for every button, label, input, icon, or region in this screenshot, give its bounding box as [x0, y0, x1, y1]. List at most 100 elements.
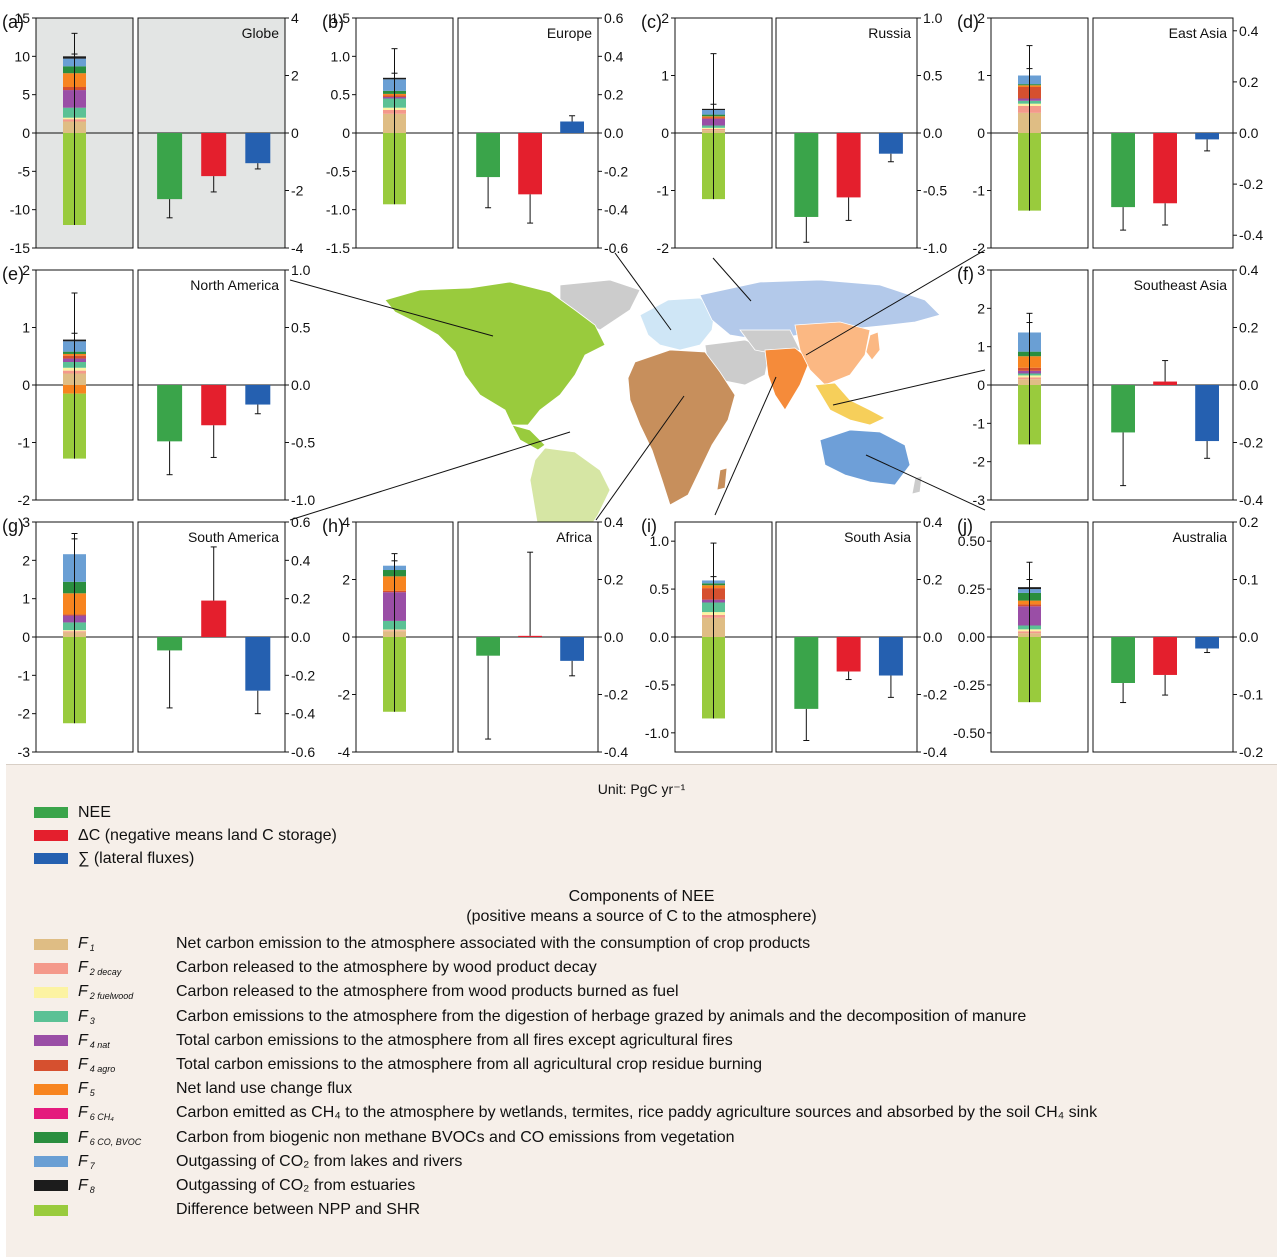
chart-panel: 2 1 0 -1 -2 0.4 0.2 0.0 -0.2 -0.4 East Asia (d) — [957, 10, 1263, 256]
right-tick-label: -0.4 — [291, 706, 315, 722]
left-tick-label: 2 — [977, 10, 985, 26]
left-tick-label: 1.5 — [331, 10, 351, 26]
right-tick-label: -0.5 — [291, 435, 315, 451]
component-symbol-letter: F — [78, 983, 88, 1001]
right-tick-label: 0.2 — [1239, 320, 1259, 336]
bar-NEE — [1111, 637, 1135, 683]
left-tick-label: 2 — [342, 572, 350, 588]
right-tick-label: -0.1 — [1239, 687, 1263, 703]
bar-dC — [1153, 637, 1177, 675]
right-tick-label: -0.4 — [604, 202, 628, 218]
component-symbol-letter: F — [78, 1007, 88, 1025]
right-tick-label: -0.2 — [604, 163, 628, 179]
panel-title: South America — [188, 529, 279, 545]
panel-label: (e) — [2, 264, 24, 284]
chart-panel: 1.5 1.0 0.5 0 -0.5 -1.0 -1.5 0.6 0.4 0.2 0.0 -0.2 -0… — [322, 10, 628, 256]
map-region-south-asia — [764, 347, 811, 411]
left-tick-label: 0.0 — [650, 629, 670, 645]
left-tick-label: 0 — [977, 125, 985, 141]
component-item: F 3 Carbon emissions to the atmosphere fro… — [34, 1005, 1097, 1029]
left-tick-label: -1.0 — [326, 202, 350, 218]
component-swatch — [34, 1132, 68, 1144]
left-tick-label: 0 — [22, 629, 30, 645]
left-tick-label: 1 — [22, 320, 30, 336]
left-tick-label: -0.25 — [953, 677, 985, 693]
line-north-america — [289, 279, 494, 337]
panel-label: (g) — [2, 516, 24, 536]
component-symbol-letter: F — [78, 1080, 88, 1098]
component-swatch — [34, 1035, 68, 1047]
line-australia — [865, 454, 986, 511]
component-swatch — [34, 1011, 68, 1023]
bar-NEE — [476, 133, 500, 178]
right-tick-label: -0.2 — [604, 687, 628, 703]
component-swatch — [34, 1107, 68, 1119]
component-desc: Net land use change flux — [176, 1080, 353, 1098]
component-item: Difference between NPP and SHR — [34, 1198, 1097, 1222]
right-tick-label: 0.6 — [291, 514, 311, 530]
left-tick-label: -1 — [973, 183, 986, 199]
left-tick-label: -15 — [10, 240, 30, 256]
chart-panel: 3 2 1 0 -1 -2 -3 0.4 0.2 0.0 -0.2 -0.4 Southeast Asi… — [957, 262, 1263, 508]
map-region-russia — [699, 279, 941, 341]
bar-lat — [878, 637, 903, 676]
panel-title: Australia — [1173, 529, 1228, 545]
component-symbol-sub: 5 — [89, 1088, 95, 1099]
right-tick-label: -2 — [291, 183, 304, 199]
bar-NEE — [794, 133, 819, 217]
bar-NEE — [157, 637, 183, 651]
right-tick-label: 0.0 — [291, 377, 311, 393]
right-tick-label: 0.4 — [604, 514, 624, 530]
bar-dC — [1153, 381, 1177, 385]
left-tick-label: -2 — [338, 687, 351, 703]
panel-label: (j) — [957, 516, 973, 536]
left-tick-label: -2 — [18, 492, 31, 508]
right-tick-label: 0.4 — [604, 48, 624, 64]
component-swatch — [34, 1083, 68, 1095]
left-tick-label: 0.00 — [958, 629, 985, 645]
panel-label: (c) — [641, 12, 662, 32]
line-africa — [595, 395, 685, 521]
component-symbol-letter: F — [78, 935, 88, 953]
bar-NEE — [157, 133, 183, 200]
map-region-southeast-asia — [814, 382, 886, 426]
left-tick-label: -1.5 — [326, 240, 350, 256]
left-tick-label: 0.50 — [958, 533, 985, 549]
right-tick-label: -0.2 — [291, 667, 315, 683]
component-desc: Carbon emissions to the atmosphere from … — [176, 1007, 1027, 1025]
chart-panel: 2 1 0 -1 -2 1.0 0.5 0.0 -0.5 -1.0 North America (e) — [2, 262, 315, 508]
map-region-japan — [865, 331, 881, 361]
bar-lat — [245, 133, 271, 164]
right-tick-label: -0.4 — [923, 744, 947, 760]
component-desc: Total carbon emissions to the atmosphere… — [176, 1056, 763, 1074]
left-tick-label: -4 — [338, 744, 351, 760]
right-tick-label: -0.2 — [1239, 176, 1263, 192]
component-swatch — [34, 986, 68, 998]
chart-panel: 1.0 0.5 0.0 -0.5 -1.0 0.4 0.2 0.0 -0.2 -0.4 South … — [641, 514, 947, 760]
component-symbol-sub: 8 — [89, 1184, 95, 1195]
left-tick-label: 4 — [342, 514, 350, 530]
bar-dC — [201, 600, 227, 637]
left-tick-label: -1 — [657, 183, 670, 199]
component-symbol-letter: F — [78, 1056, 88, 1074]
map-region-new-zealand — [911, 475, 923, 495]
component-swatch — [34, 962, 68, 974]
left-tick-label: -5 — [18, 163, 31, 179]
left-tick-label: -2 — [18, 706, 31, 722]
bar-lat — [1195, 637, 1219, 649]
map-region-east-asia — [794, 321, 871, 386]
panel-label: (a) — [2, 12, 24, 32]
component-desc: Total carbon emissions to the atmosphere… — [176, 1031, 733, 1049]
right-tick-label: 0.5 — [291, 320, 311, 336]
component-swatch — [34, 1180, 68, 1192]
line-east-asia — [805, 249, 986, 356]
legend-item-nee: NEE — [34, 801, 337, 824]
right-tick-label: -0.6 — [291, 744, 315, 760]
